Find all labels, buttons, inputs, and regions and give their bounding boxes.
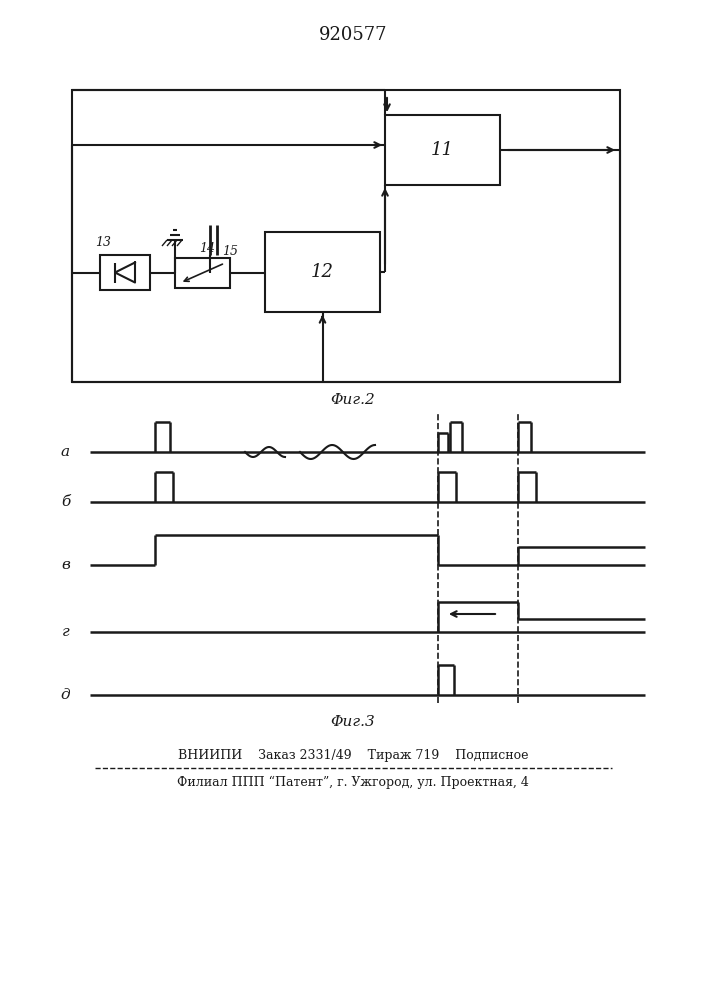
Text: Филиал ППП “Патент”, г. Ужгород, ул. Проектная, 4: Филиал ППП “Патент”, г. Ужгород, ул. Про… [177,775,529,789]
Text: г: г [62,625,70,639]
Text: в: в [61,558,70,572]
Text: 13: 13 [95,236,111,249]
Bar [72,90,620,382]
Text: 12: 12 [311,263,334,281]
Bar [100,255,150,290]
Text: 14: 14 [199,242,216,255]
Bar [265,232,380,312]
Text: 11: 11 [431,141,454,159]
Text: 920577: 920577 [319,26,387,44]
Text: 15: 15 [222,245,238,258]
Text: а: а [61,445,70,459]
Text: б: б [61,495,70,509]
Text: ВНИИПИ    Заказ 2331/49    Тираж 719    Подписное: ВНИИПИ Заказ 2331/49 Тираж 719 Подписное [177,750,528,762]
Text: Φиг.2: Φиг.2 [331,393,375,407]
Text: Φиг.3: Φиг.3 [331,715,375,729]
Text: д: д [60,688,70,702]
Bar [175,258,230,288]
Bar [385,115,500,185]
